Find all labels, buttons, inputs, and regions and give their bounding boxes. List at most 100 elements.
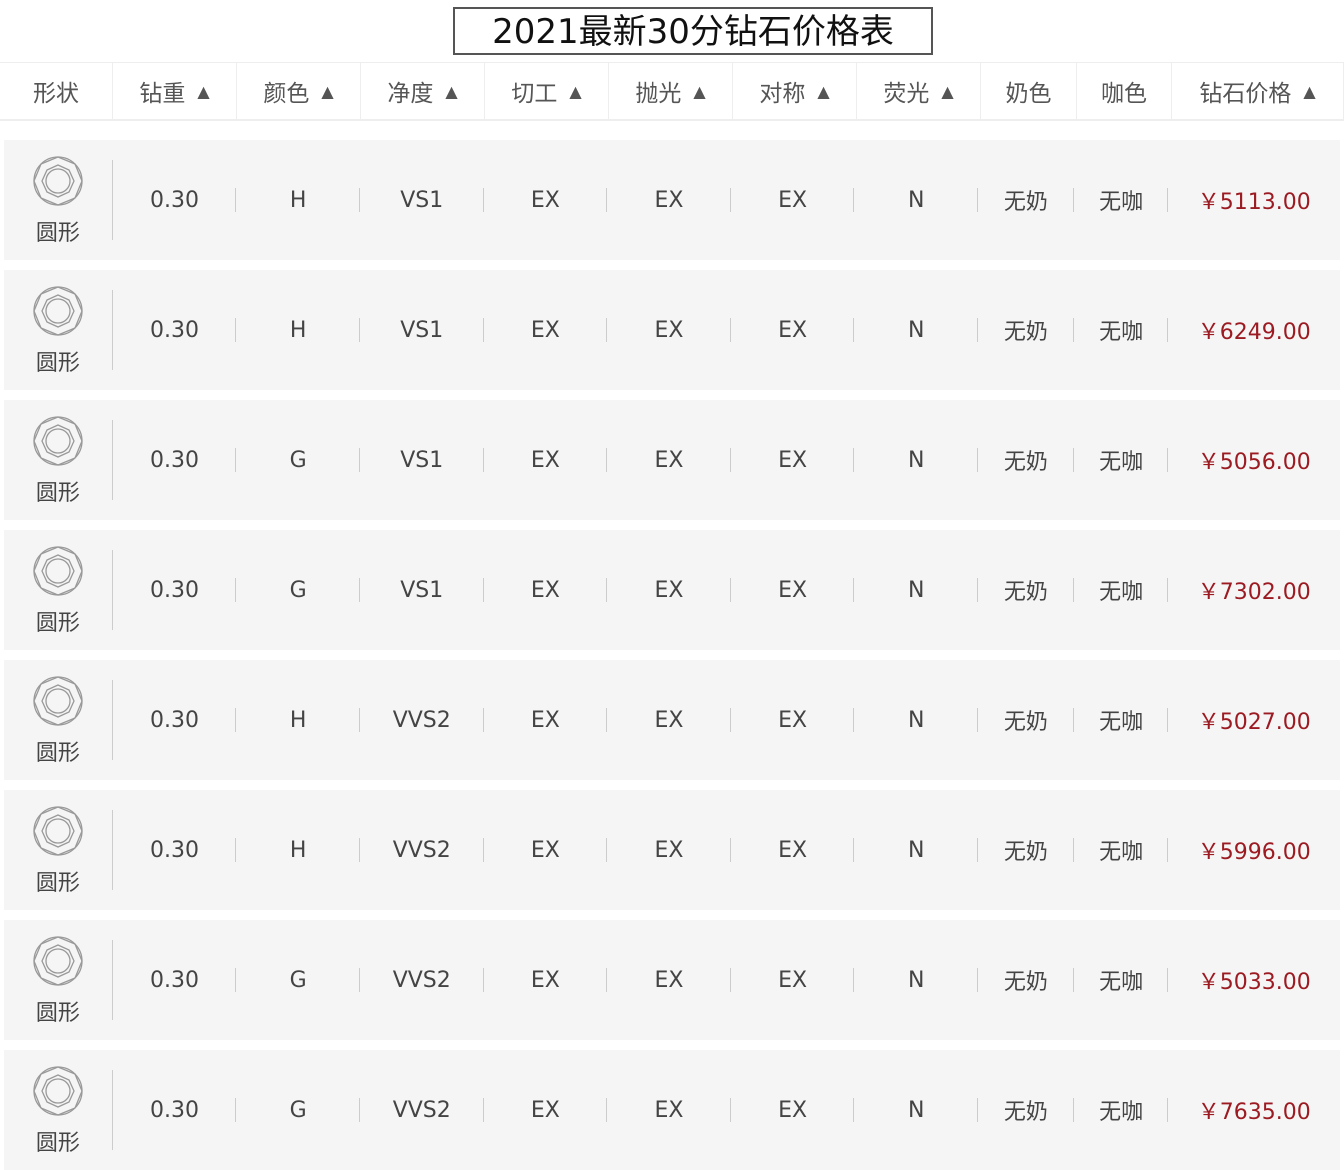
- symmetry-cell: EX: [731, 920, 855, 1040]
- shape-label: 圆形: [35, 221, 80, 246]
- cut-cell: EX: [484, 920, 608, 1040]
- shape-cell: 圆形: [4, 1066, 113, 1156]
- shape-cell: 圆形: [4, 156, 113, 246]
- milky-cell: 无奶: [978, 400, 1074, 520]
- clarity-cell: VVS2: [360, 790, 484, 910]
- color-cell: G: [236, 920, 360, 1040]
- cut-cell: EX: [484, 790, 608, 910]
- table-row[interactable]: 圆形 0.30 H VS1 EX EX EX N 无奶 无咖 ￥6249.00: [4, 270, 1340, 390]
- clarity-cell: VS1: [360, 530, 484, 650]
- shape-label: 圆形: [35, 741, 80, 766]
- header-label: 形状: [33, 81, 79, 107]
- sort-arrow-icon[interactable]: ▲: [569, 81, 582, 101]
- shape-cell: 圆形: [4, 936, 113, 1026]
- symmetry-cell: EX: [731, 1050, 855, 1170]
- shape-cell: 圆形: [4, 676, 113, 766]
- header-label: 荧光: [883, 81, 930, 107]
- fluorescence-cell: N: [854, 920, 978, 1040]
- weight-cell: 0.30: [113, 400, 237, 520]
- header-label: 抛光: [635, 81, 682, 107]
- weight-cell: 0.30: [113, 660, 237, 780]
- shape-label: 圆形: [35, 611, 80, 636]
- shape-cell: 圆形: [4, 286, 113, 376]
- brown-cell: 无咖: [1074, 140, 1169, 260]
- price-cell: ￥5056.00: [1197, 450, 1311, 475]
- header-fluorescence[interactable]: 荧光 ▲: [857, 63, 981, 119]
- cut-cell: EX: [484, 530, 608, 650]
- price-cell: ￥5033.00: [1197, 970, 1311, 995]
- symmetry-cell: EX: [731, 660, 855, 780]
- shape-cell: 圆形: [4, 806, 113, 896]
- shape-label: 圆形: [35, 1131, 80, 1156]
- header-label: 钻石价格: [1199, 81, 1292, 107]
- sort-arrow-icon[interactable]: ▲: [817, 81, 830, 101]
- table-row[interactable]: 圆形 0.30 G VS1 EX EX EX N 无奶 无咖 ￥5056.00: [4, 400, 1340, 520]
- weight-cell: 0.30: [113, 140, 237, 260]
- table-row[interactable]: 圆形 0.30 G VVS2 EX EX EX N 无奶 无咖 ￥7635.00: [4, 1050, 1340, 1170]
- weight-cell: 0.30: [113, 920, 237, 1040]
- brown-cell: 无咖: [1074, 400, 1169, 520]
- shape-label: 圆形: [35, 351, 80, 376]
- header-milky: 奶色: [981, 63, 1077, 119]
- table-header: 形状 钻重 ▲ 颜色 ▲ 净度 ▲ 切工 ▲ 抛光 ▲ 对称 ▲ 荧光 ▲ 奶色 咖色 钻石价格 ▲: [0, 62, 1344, 121]
- header-color[interactable]: 颜色 ▲: [237, 63, 361, 119]
- header-weight[interactable]: 钻重 ▲: [113, 63, 237, 119]
- page-title: 2021最新30分钻石价格表: [453, 7, 933, 55]
- weight-cell: 0.30: [113, 530, 237, 650]
- sort-arrow-icon[interactable]: ▲: [321, 81, 334, 101]
- header-polish[interactable]: 抛光 ▲: [609, 63, 733, 119]
- header-label: 咖色: [1101, 81, 1147, 107]
- header-label: 颜色: [263, 81, 310, 107]
- round-diamond-icon: [32, 545, 84, 603]
- price-cell: ￥7302.00: [1197, 580, 1311, 605]
- round-diamond-icon: [32, 1065, 84, 1123]
- header-label: 钻重: [139, 81, 186, 107]
- price-cell: ￥5996.00: [1197, 840, 1311, 865]
- sort-arrow-icon[interactable]: ▲: [445, 81, 458, 101]
- brown-cell: 无咖: [1074, 660, 1169, 780]
- milky-cell: 无奶: [978, 140, 1074, 260]
- milky-cell: 无奶: [978, 660, 1074, 780]
- symmetry-cell: EX: [731, 400, 855, 520]
- fluorescence-cell: N: [854, 400, 978, 520]
- table-row[interactable]: 圆形 0.30 H VVS2 EX EX EX N 无奶 无咖 ￥5996.00: [4, 790, 1340, 910]
- color-cell: H: [236, 660, 360, 780]
- price-cell: ￥6249.00: [1197, 320, 1311, 345]
- header-clarity[interactable]: 净度 ▲: [361, 63, 485, 119]
- round-diamond-icon: [32, 675, 84, 733]
- sort-arrow-icon[interactable]: ▲: [1303, 81, 1316, 101]
- header-label: 净度: [387, 81, 434, 107]
- table-row[interactable]: 圆形 0.30 H VVS2 EX EX EX N 无奶 无咖 ￥5027.00: [4, 660, 1340, 780]
- brown-cell: 无咖: [1074, 270, 1169, 390]
- sort-arrow-icon[interactable]: ▲: [693, 81, 706, 101]
- round-diamond-icon: [32, 415, 84, 473]
- table-row[interactable]: 圆形 0.30 G VS1 EX EX EX N 无奶 无咖 ￥7302.00: [4, 530, 1340, 650]
- header-cut[interactable]: 切工 ▲: [485, 63, 609, 119]
- brown-cell: 无咖: [1074, 790, 1169, 910]
- header-price[interactable]: 钻石价格 ▲: [1172, 63, 1344, 119]
- header-shape: 形状: [0, 63, 113, 119]
- price-cell: ￥5113.00: [1197, 190, 1311, 215]
- color-cell: H: [236, 270, 360, 390]
- cut-cell: EX: [484, 660, 608, 780]
- shape-cell: 圆形: [4, 416, 113, 506]
- price-cell: ￥5027.00: [1197, 710, 1311, 735]
- polish-cell: EX: [607, 530, 731, 650]
- symmetry-cell: EX: [731, 270, 855, 390]
- table-row[interactable]: 圆形 0.30 G VVS2 EX EX EX N 无奶 无咖 ￥5033.00: [4, 920, 1340, 1040]
- color-cell: H: [236, 790, 360, 910]
- header-symmetry[interactable]: 对称 ▲: [733, 63, 857, 119]
- symmetry-cell: EX: [731, 140, 855, 260]
- sort-arrow-icon[interactable]: ▲: [197, 81, 210, 101]
- table-row[interactable]: 圆形 0.30 H VS1 EX EX EX N 无奶 无咖 ￥5113.00: [4, 140, 1340, 260]
- polish-cell: EX: [607, 660, 731, 780]
- clarity-cell: VS1: [360, 270, 484, 390]
- polish-cell: EX: [607, 270, 731, 390]
- sort-arrow-icon[interactable]: ▲: [941, 81, 954, 101]
- polish-cell: EX: [607, 790, 731, 910]
- brown-cell: 无咖: [1074, 920, 1169, 1040]
- color-cell: H: [236, 140, 360, 260]
- clarity-cell: VS1: [360, 140, 484, 260]
- polish-cell: EX: [607, 140, 731, 260]
- symmetry-cell: EX: [731, 790, 855, 910]
